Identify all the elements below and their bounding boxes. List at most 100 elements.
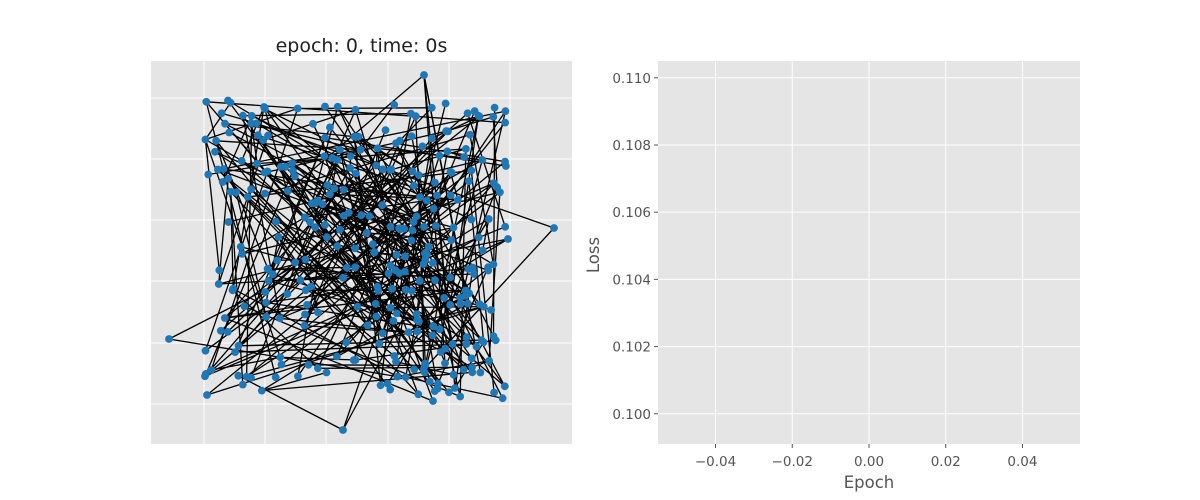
network-node	[247, 373, 255, 382]
network-node	[321, 102, 329, 111]
network-node	[212, 136, 221, 145]
network-edge	[217, 168, 489, 272]
network-node	[467, 166, 476, 175]
network-node	[203, 391, 211, 399]
network-node	[214, 280, 223, 288]
network-node	[351, 105, 360, 114]
network-node	[350, 132, 359, 141]
network-node	[201, 135, 210, 144]
network-node	[296, 276, 305, 284]
network-node	[392, 251, 401, 259]
network-node	[421, 361, 430, 370]
loss-x-tick-label: 0.00	[854, 454, 884, 470]
network-edge	[342, 262, 434, 431]
network-edge	[261, 371, 327, 392]
network-node	[221, 119, 229, 128]
network-node	[420, 71, 428, 79]
network-node	[239, 111, 247, 120]
network-title: epoch: 0, time: 0s	[276, 35, 448, 57]
network-node	[333, 242, 342, 251]
network-node	[263, 264, 272, 273]
network-node	[223, 328, 232, 336]
network-node	[318, 200, 327, 209]
network-node	[463, 109, 472, 118]
network-node	[343, 263, 351, 272]
network-node	[407, 236, 416, 245]
network-node	[460, 153, 469, 162]
network-edge	[397, 360, 490, 378]
network-node	[342, 338, 351, 347]
network-node	[461, 291, 470, 300]
network-node	[339, 426, 347, 434]
network-node	[333, 352, 341, 361]
network-node	[392, 309, 401, 318]
network-node	[489, 113, 498, 121]
network-node	[262, 298, 270, 307]
network-edge	[204, 215, 345, 377]
network-node	[323, 233, 331, 242]
network-node	[264, 276, 273, 285]
network-edge	[238, 375, 344, 431]
network-node	[498, 394, 507, 403]
network-node	[456, 300, 465, 308]
network-node	[375, 339, 384, 348]
network-node	[472, 342, 481, 351]
network-node	[293, 104, 302, 113]
network-node	[420, 368, 429, 377]
network-edge	[287, 190, 319, 313]
network-edge	[204, 279, 436, 377]
network-node	[321, 133, 330, 142]
network-node	[276, 353, 285, 362]
network-edge	[342, 216, 418, 431]
network-node	[238, 380, 247, 389]
network-node	[378, 329, 387, 338]
network-node	[470, 270, 478, 278]
loss-y-tick-label: 0.104	[612, 272, 651, 288]
network-edge	[280, 166, 418, 332]
network-node	[306, 218, 314, 227]
network-edge	[297, 107, 432, 110]
network-node	[237, 157, 246, 165]
network-node	[501, 222, 510, 231]
network-edge	[241, 216, 306, 255]
network-edge	[317, 146, 423, 369]
network-node	[467, 354, 476, 363]
network-node	[418, 142, 427, 151]
network-edge	[410, 240, 439, 389]
network-node	[409, 181, 418, 190]
network-edge	[230, 191, 234, 289]
network-node	[201, 346, 210, 355]
network-node	[433, 191, 441, 200]
network-edge	[242, 112, 411, 117]
network-node	[220, 314, 229, 322]
network-node	[273, 256, 282, 265]
network-node	[407, 109, 415, 118]
loss-x-tick-label: 0.04	[1007, 454, 1037, 470]
network-edge	[204, 139, 220, 271]
network-node	[303, 301, 311, 309]
network-node	[496, 188, 504, 197]
network-edge	[359, 104, 395, 151]
network-node	[224, 218, 233, 226]
network-edge	[257, 134, 328, 238]
network-node	[261, 189, 269, 198]
network-node	[446, 167, 455, 176]
network-node	[346, 164, 355, 172]
network-node	[435, 151, 444, 160]
network-node	[224, 174, 233, 183]
network-node	[430, 387, 439, 395]
network-node	[449, 370, 458, 379]
network-edge	[235, 343, 467, 353]
network-node	[294, 372, 302, 381]
loss-x-tick-label: −0.04	[695, 454, 736, 470]
network-node	[474, 111, 483, 120]
network-node	[407, 286, 416, 295]
network-edge	[210, 108, 299, 371]
network-node	[234, 371, 243, 380]
network-node	[453, 195, 462, 204]
loss-y-tick-label: 0.102	[612, 340, 651, 356]
network-node	[478, 156, 487, 164]
network-edge	[432, 236, 480, 264]
network-node	[467, 215, 476, 224]
network-node	[351, 244, 359, 253]
